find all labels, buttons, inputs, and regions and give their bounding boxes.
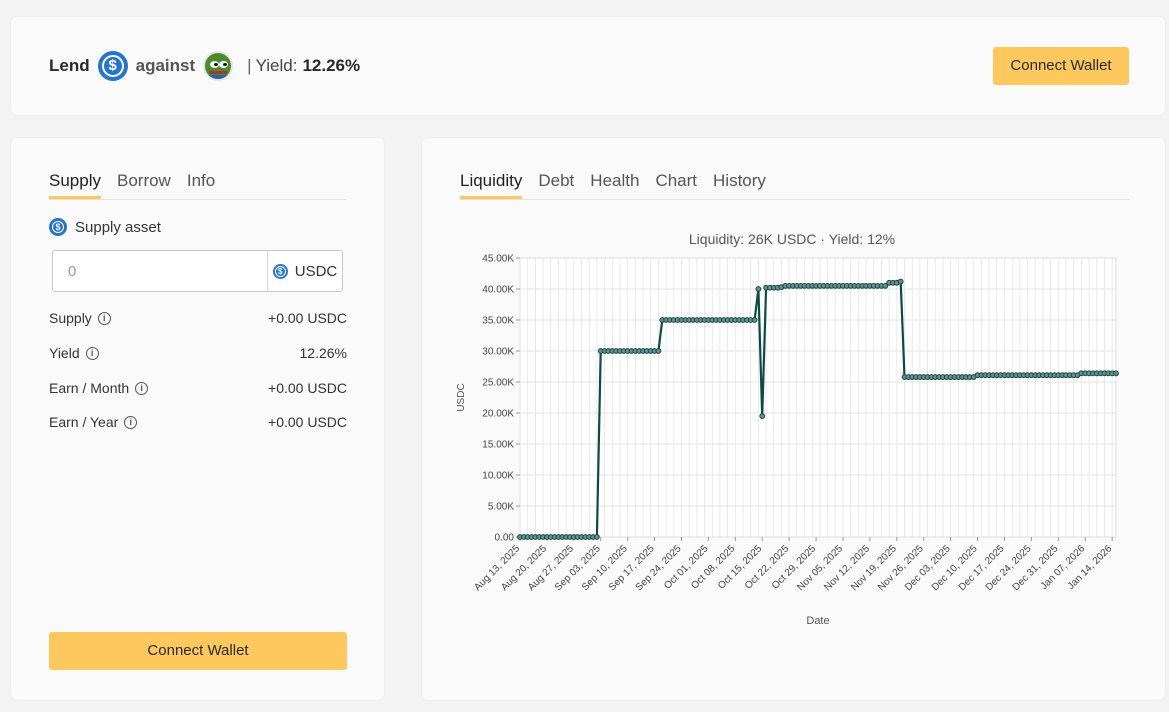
- data-point: [759, 413, 766, 420]
- stat-yield: Yield i 12.26%: [49, 343, 347, 363]
- pepe-icon: [203, 51, 234, 81]
- tab-info[interactable]: Info: [186, 171, 216, 190]
- market-header: Lend $ against | Yield: 12.26% Connect W…: [11, 17, 1165, 115]
- stat-earn-year: Earn / Year i +0.00 USDC: [49, 412, 347, 432]
- amount-unit: $ USDC: [267, 251, 342, 291]
- x-tick-label: Aug 13, 2025: [472, 543, 522, 593]
- data-point: [882, 283, 889, 289]
- y-tick-label: 25.00K: [482, 378, 514, 389]
- connect-wallet-button[interactable]: Connect Wallet: [993, 47, 1129, 85]
- supply-asset-label: Supply asset: [75, 218, 161, 236]
- yield-value: 12.26%: [302, 56, 361, 75]
- tab-supply[interactable]: Supply: [49, 171, 101, 199]
- stat-value: 12.26%: [299, 345, 347, 361]
- chart-grid: [519, 257, 1117, 538]
- tab-liquidity[interactable]: Liquidity: [460, 171, 523, 199]
- y-axis-ticks: 0.00 5.00K 10.00K 15.00K 20.00K 25.00K 30.00K 3…: [482, 254, 520, 544]
- plot-area: [519, 257, 1117, 538]
- usdc-icon: $: [49, 218, 67, 236]
- y-tick-label: 20.00K: [482, 409, 514, 420]
- supply-panel-tabs: Supply Borrow Info: [49, 171, 347, 200]
- connect-wallet-button[interactable]: Connect Wallet: [49, 632, 347, 670]
- yield-label: Yield:: [255, 56, 298, 75]
- info-icon[interactable]: i: [124, 415, 138, 429]
- title-separator: |: [247, 56, 252, 75]
- supply-panel: Supply Borrow Info $ Supply asset $ USDC…: [11, 138, 384, 700]
- stat-value: +0.00 USDC: [268, 380, 347, 396]
- stat-label: Earn / Month: [49, 380, 130, 396]
- info-icon[interactable]: i: [135, 381, 149, 395]
- chart-title: Liquidity: 26K USDC · Yield: 12%: [689, 231, 895, 247]
- data-point: [755, 286, 762, 292]
- stat-value: +0.00 USDC: [268, 310, 347, 326]
- stat-label: Supply: [49, 310, 92, 326]
- data-point: [594, 534, 600, 540]
- info-icon[interactable]: i: [97, 311, 111, 325]
- data-point: [1113, 370, 1119, 377]
- y-tick-label: 10.00K: [482, 471, 514, 482]
- market-title: Lend $ against | Yield: 12.26%: [49, 51, 360, 81]
- y-tick-label: 35.00K: [482, 316, 514, 327]
- data-point: [655, 348, 662, 354]
- y-tick-label: 15.00K: [482, 440, 514, 451]
- y-axis-label: USDC: [456, 383, 467, 411]
- y-tick-label: 40.00K: [482, 285, 514, 296]
- supply-asset-heading: $ Supply asset: [49, 218, 161, 236]
- x-axis-label: Date: [806, 615, 829, 627]
- usdc-icon: $: [272, 263, 288, 279]
- stat-earn-month: Earn / Month i +0.00 USDC: [49, 378, 347, 398]
- tab-chart[interactable]: Chart: [655, 171, 698, 190]
- lend-label: Lend: [49, 56, 90, 75]
- data-point: [897, 278, 904, 285]
- market-stats-panel: Liquidity Debt Health Chart History Liqu…: [422, 138, 1165, 700]
- liquidity-series-points: [517, 278, 1119, 540]
- tab-health[interactable]: Health: [590, 171, 640, 190]
- stat-value: +0.00 USDC: [268, 414, 347, 430]
- tab-borrow[interactable]: Borrow: [116, 171, 171, 190]
- usdc-icon: $: [97, 51, 128, 81]
- stat-label: Yield: [49, 345, 80, 361]
- y-tick-label: 5.00K: [488, 502, 514, 513]
- amount-unit-label: USDC: [294, 262, 338, 280]
- against-label: against: [135, 56, 196, 75]
- supply-amount-field: $ USDC: [52, 250, 343, 292]
- tab-history[interactable]: History: [713, 171, 766, 190]
- supply-amount-input[interactable]: [53, 251, 267, 291]
- tab-debt[interactable]: Debt: [538, 171, 575, 190]
- stat-supply: Supply i +0.00 USDC: [49, 308, 347, 328]
- stats-tabs: Liquidity Debt Health Chart History: [460, 171, 1129, 200]
- y-tick-label: 45.00K: [482, 254, 514, 265]
- data-point: [751, 317, 758, 323]
- y-tick-label: 0.00: [495, 533, 515, 544]
- stat-label: Earn / Year: [49, 414, 119, 430]
- y-tick-label: 30.00K: [482, 347, 514, 358]
- info-icon[interactable]: i: [85, 346, 99, 360]
- liquidity-chart: Liquidity: 26K USDC · Yield: 12% 0.00 5.0…: [456, 231, 1119, 627]
